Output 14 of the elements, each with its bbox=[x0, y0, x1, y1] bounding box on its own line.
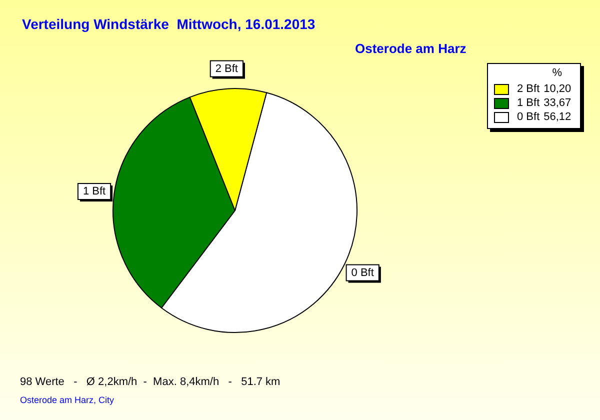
legend-title: % bbox=[551, 67, 563, 79]
text: Osterode am Harz, City bbox=[20, 395, 114, 405]
chart-subtitle: Osterode am Harz bbox=[355, 41, 466, 56]
text: 98 Werte - Ø 2,2km/h - Max. 8,4km/h - 51.7 km bbox=[20, 376, 280, 388]
data-label: 56,12 bbox=[544, 111, 572, 123]
data-label: 10,20 bbox=[544, 83, 572, 95]
legend-label: 1 Bft bbox=[517, 97, 540, 109]
slice-label: 2 Bft bbox=[215, 62, 238, 75]
legend-label: 2 Bft bbox=[517, 83, 540, 95]
legend-label: 0 Bft bbox=[517, 111, 540, 123]
chart-title: Verteilung Windstärke Mittwoch, 16.01.2013 bbox=[22, 16, 316, 32]
slice-label: 1 Bft bbox=[82, 186, 106, 198]
slice-label: 0 Bft bbox=[351, 266, 374, 279]
data-label: 33,67 bbox=[544, 97, 572, 109]
